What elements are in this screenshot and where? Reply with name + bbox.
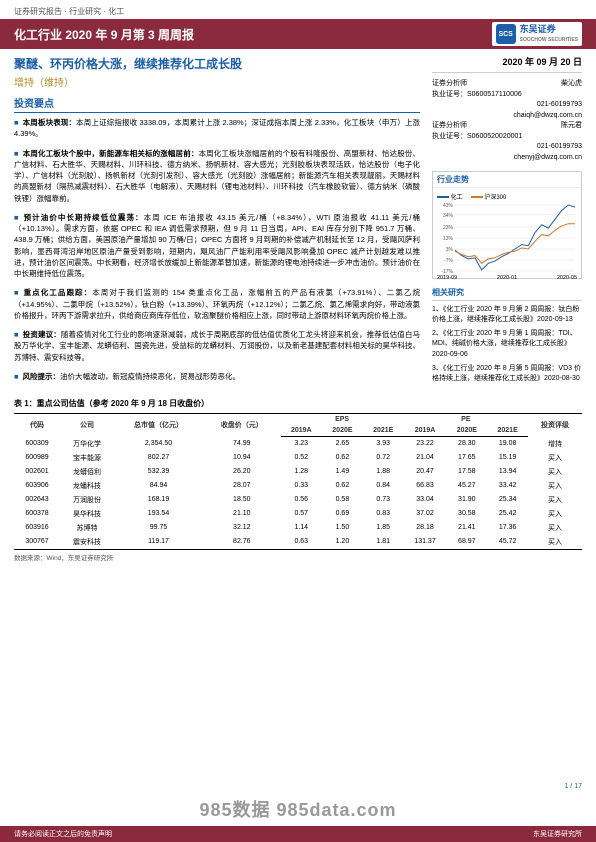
analyst-info: 证券分析师柴沁虎执业证号：S0600517110006021-60199793c… (432, 79, 582, 163)
table-row: 603916苏博特99.7532.121.141.501.8528.1821.4… (14, 521, 582, 535)
report-date: 2020 年 09 月 20 日 (432, 55, 582, 73)
related-research: 相关研究 1、《化工行业 2020 年 9 月第 2 周周报：钛白粉价格上涨，继… (432, 287, 582, 384)
disclaimer-right: 东吴证券研究所 (533, 829, 582, 839)
page-number: 1 / 17 (0, 781, 596, 792)
report-title: 化工行业 2020 年 9 月第 3 周周报 (14, 26, 194, 43)
table-row: 600378昊华科技193.5421.100.570.690.8337.0230… (14, 507, 582, 521)
watermark: 985数据 985data.com (0, 792, 596, 826)
related-item: 2、《化工行业 2020 年 9 月第 1 周周报：TDI、MDI、纯碱价格大涨… (432, 329, 582, 359)
table-caption: 表 1：重点公司估值（参考 2020 年 9 月 18 日收盘价） (14, 398, 582, 409)
investment-points: 本周板块表现：本周上证综指报收 3338.09，本周累计上涨 2.38%；深证成… (14, 117, 420, 382)
related-item: 3、《化工行业 2020 年 8 月第 5 周周报：VD3 价格持续上涨，继续推… (432, 364, 582, 384)
disclaimer-left: 请务必阅读正文之后的免责声明 (14, 829, 112, 839)
investment-point: 本周板块表现：本周上证综指报收 3338.09，本周累计上涨 2.38%；深证成… (14, 117, 420, 140)
valuation-table: 代码 公司 总市值（亿元） 收盘价（元） EPS PE 投资评级 2019A 2… (14, 413, 582, 550)
table-source: 数据来源：Wind，东吴证券研究所 (14, 552, 582, 562)
logo-badge: SCS (496, 24, 516, 44)
investment-point: 本周化工板块个股中，新能源车相关标的涨幅居前：本周化工板块涨幅居前的个股有科隆股… (14, 148, 420, 204)
related-item: 1、《化工行业 2020 年 9 月第 2 周周报：钛白粉价格上涨，继续推荐化工… (432, 305, 582, 325)
right-column: 2020 年 09 月 20 日 证券分析师柴沁虎执业证号：S060051711… (432, 55, 582, 390)
related-title: 相关研究 (432, 287, 582, 301)
svg-text:23%: 23% (443, 225, 454, 231)
breadcrumb: 证券研究报告 · 行业研究 · 化工 (0, 0, 596, 19)
rating: 增持（维持） (14, 74, 420, 89)
logo-area: SCS 东吴证券 SOOCHOW SECURITIES (492, 22, 582, 46)
svg-text:13%: 13% (443, 236, 454, 242)
chart-legend: 化工 沪深300 (437, 192, 577, 201)
logo-text: 东吴证券 SOOCHOW SECURITIES (520, 25, 578, 43)
investment-point: 风险提示：油价大幅波动，新冠疫情持续恶化，贸易战形势恶化。 (14, 371, 420, 382)
trend-chart-box: 行业走势 化工 沪深300 -17% -7% 3% 13% 23% 34% 43% 2019… (432, 171, 582, 279)
disclaimer-bar: 请务必阅读正文之后的免责声明 东吴证券研究所 (0, 826, 596, 842)
investment-point: 重点化工品跟踪：本周对于我们监测的 154 类重点化工品，涨幅前五的产品有液氯（… (14, 287, 420, 321)
chart-title: 行业走势 (433, 172, 581, 188)
svg-text:-7%: -7% (444, 258, 453, 264)
table-row: 002643万润股份168.1918.500.560.580.7333.0431… (14, 493, 582, 507)
left-column: 聚醚、环丙价格大涨，继续推荐化工成长股 增持（维持） 投资要点 本周板块表现：本… (14, 55, 420, 390)
table-row: 002601龙蟒佰利532.3926.201.281.491.8820.4717… (14, 465, 582, 479)
chart-x-labels: 2019-092020-012020-05 (437, 275, 577, 281)
valuation-table-section: 表 1：重点公司估值（参考 2020 年 9 月 18 日收盘价） 代码 公司 … (0, 390, 596, 562)
investment-point: 预计油价中长期持续低位震荡：本周 ICE 布油报收 43.15 美元/桶（+8.… (14, 212, 420, 280)
trend-chart: -17% -7% 3% 13% 23% 34% 43% (437, 203, 577, 273)
svg-text:43%: 43% (443, 203, 454, 209)
footer: 1 / 17 985数据 985data.com 请务必阅读正文之后的免责声明 … (0, 781, 596, 842)
svg-text:-17%: -17% (441, 269, 453, 273)
table-row: 603906龙蟠科技84.9428.070.330.620.8466.8345.… (14, 479, 582, 493)
subtitle: 聚醚、环丙价格大涨，继续推荐化工成长股 (14, 55, 420, 72)
title-bar: 化工行业 2020 年 9 月第 3 周周报 SCS 东吴证券 SOOCHOW … (0, 19, 596, 49)
table-row: 600989宝丰能源802.2710.940.520.620.7221.0417… (14, 451, 582, 465)
section-head-points: 投资要点 (14, 95, 420, 113)
table-row: 600309万华化学2,354.5074.993.232.653.9323.22… (14, 437, 582, 451)
investment-point: 投资建议：随着疫情对化工行业的影响逐渐减弱，成长于周期底部的低估值优质化工龙头将… (14, 329, 420, 363)
table-row: 300767震安科技119.1782.760.631.201.81131.376… (14, 535, 582, 550)
svg-text:34%: 34% (443, 213, 454, 219)
svg-text:3%: 3% (446, 247, 454, 253)
